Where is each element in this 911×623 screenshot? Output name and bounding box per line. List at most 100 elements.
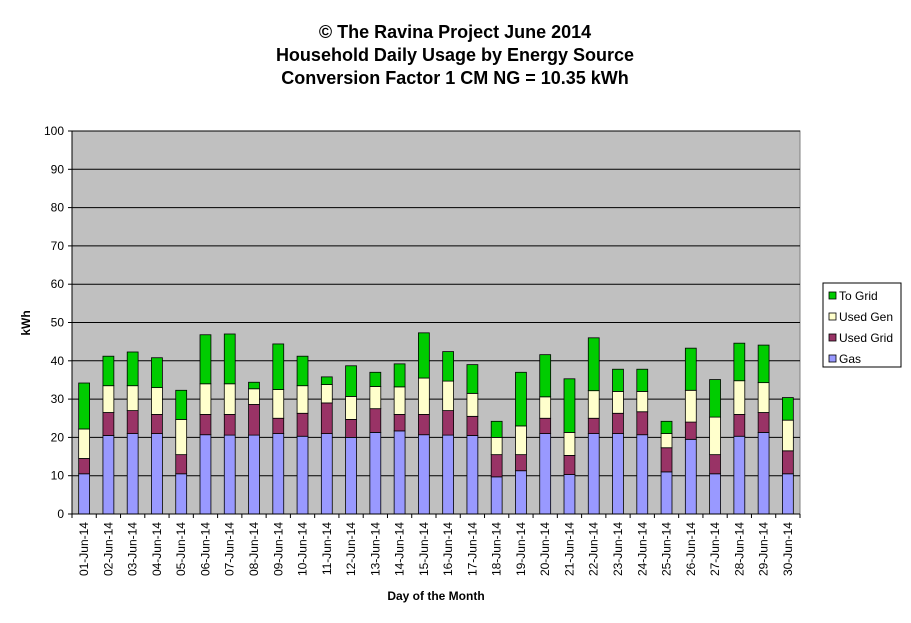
y-tick-label: 20 xyxy=(51,430,65,444)
x-tick-label: 16-Jun-14 xyxy=(441,522,455,576)
bar-used-grid xyxy=(345,418,357,438)
bar-gas xyxy=(102,435,115,515)
bar-used-grid xyxy=(418,414,430,436)
x-tick-label: 26-Jun-14 xyxy=(684,522,698,576)
bar-used-grid xyxy=(442,410,454,436)
bar-used-gen xyxy=(102,385,115,413)
bar-gas xyxy=(539,433,552,515)
x-tick-label: 27-Jun-14 xyxy=(708,522,722,576)
bar-gas xyxy=(151,433,163,515)
x-tick-label: 28-Jun-14 xyxy=(732,522,746,576)
y-tick-label: 30 xyxy=(51,392,65,406)
bar-to-grid xyxy=(320,376,333,385)
x-tick-label: 10-Jun-14 xyxy=(296,522,310,576)
bar-gas xyxy=(199,434,212,515)
bar-gas xyxy=(563,474,576,515)
bar-used-gen xyxy=(612,391,624,414)
bar-used-gen xyxy=(636,391,649,413)
legend-label-gas: Gas xyxy=(839,352,861,366)
y-axis: 0 10 20 30 40 50 60 70 80 90 100 xyxy=(44,124,73,521)
bar-to-grid xyxy=(563,378,576,433)
x-tick-label: 01-Jun-14 xyxy=(77,522,91,576)
chart-title-line-2: Household Daily Usage by Energy Source xyxy=(276,45,634,65)
bar-used-grid xyxy=(320,402,333,434)
y-tick-label: 40 xyxy=(51,354,65,368)
bar-used-grid xyxy=(733,414,746,437)
bar-to-grid xyxy=(733,342,746,382)
legend-label-used-gen: Used Gen xyxy=(839,310,893,324)
bar-used-grid xyxy=(369,408,382,433)
bar-to-grid xyxy=(102,355,115,387)
bar-used-gen xyxy=(539,396,552,419)
x-tick-label: 04-Jun-14 xyxy=(150,522,164,576)
bar-to-grid xyxy=(782,397,794,421)
x-tick-label: 19-Jun-14 xyxy=(514,522,528,576)
y-tick-label: 0 xyxy=(57,507,64,521)
bar-used-grid xyxy=(515,454,527,472)
bar-to-grid xyxy=(418,332,430,379)
bar-used-gen xyxy=(709,416,721,456)
bar-gas xyxy=(466,435,479,515)
x-tick-label: 11-Jun-14 xyxy=(320,522,334,575)
bar-gas xyxy=(248,434,260,515)
bar-to-grid xyxy=(272,343,285,390)
x-tick-label: 06-Jun-14 xyxy=(198,522,212,576)
bar-used-gen xyxy=(490,436,503,456)
bar-used-grid xyxy=(199,414,212,436)
bar-gas xyxy=(272,433,285,515)
bar-gas xyxy=(757,432,770,515)
bar-used-grid xyxy=(272,417,285,434)
x-tick-label: 07-Jun-14 xyxy=(223,522,237,576)
x-tick-label: 18-Jun-14 xyxy=(490,522,504,576)
bar-gas xyxy=(782,473,794,515)
x-tick-label: 22-Jun-14 xyxy=(587,522,601,576)
legend: To Grid Used Gen Used Grid Gas xyxy=(822,282,902,368)
bar-used-gen xyxy=(563,432,576,456)
bars xyxy=(78,332,794,515)
legend-swatch-used-grid xyxy=(828,333,837,342)
bar-to-grid xyxy=(636,368,649,392)
bar-gas xyxy=(296,435,309,515)
bar-to-grid xyxy=(393,363,406,388)
bar-used-gen xyxy=(78,428,90,459)
bar-used-grid xyxy=(393,414,406,432)
bar-to-grid xyxy=(248,381,260,390)
bar-to-grid xyxy=(442,351,454,382)
bar-used-grid xyxy=(296,412,309,437)
bar-gas xyxy=(612,433,624,515)
bar-used-grid xyxy=(151,414,163,434)
y-tick-label: 70 xyxy=(51,239,65,253)
y-tick-label: 10 xyxy=(51,469,65,483)
y-tick-label: 90 xyxy=(51,162,65,176)
bar-used-gen xyxy=(733,380,746,415)
bar-used-grid xyxy=(490,454,503,478)
bar-used-grid xyxy=(466,415,479,436)
bar-used-gen xyxy=(126,385,139,411)
bar-gas xyxy=(660,471,673,515)
bar-used-grid xyxy=(636,411,649,436)
bar-gas xyxy=(126,433,139,515)
bar-to-grid xyxy=(199,334,212,385)
bar-used-grid xyxy=(248,404,260,436)
x-tick-label: 23-Jun-14 xyxy=(611,522,625,576)
x-tick-label: 12-Jun-14 xyxy=(344,522,358,576)
bar-used-grid xyxy=(78,458,90,475)
bar-gas xyxy=(393,430,406,515)
x-tick-label: 21-Jun-14 xyxy=(562,522,576,576)
y-tick-label: 100 xyxy=(44,124,64,138)
bar-to-grid xyxy=(175,389,188,420)
x-tick-label: 15-Jun-14 xyxy=(417,522,431,576)
x-tick-label: 20-Jun-14 xyxy=(538,522,552,576)
bar-used-gen xyxy=(320,384,333,404)
bar-used-grid xyxy=(660,447,673,473)
bar-to-grid xyxy=(515,371,527,427)
bar-used-grid xyxy=(709,454,721,475)
bar-used-gen xyxy=(757,382,770,413)
bar-gas xyxy=(418,434,430,515)
x-tick-label: 25-Jun-14 xyxy=(660,522,674,576)
bar-gas xyxy=(490,476,503,515)
y-tick-label: 60 xyxy=(51,277,65,291)
bar-used-gen xyxy=(272,389,285,419)
x-tick-label: 02-Jun-14 xyxy=(101,522,115,576)
